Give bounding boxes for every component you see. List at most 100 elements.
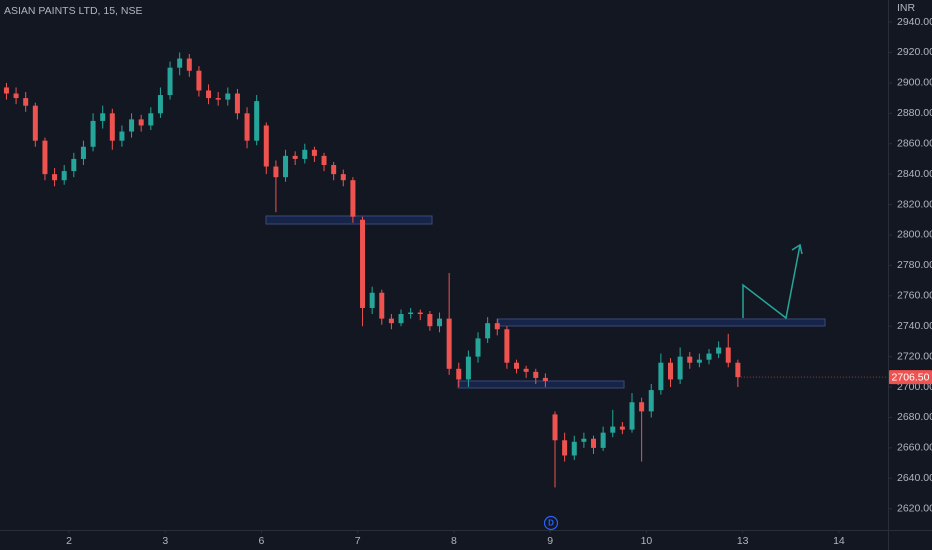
candle-body <box>225 93 231 100</box>
y-tick-label: 2820.00 <box>897 198 932 210</box>
y-axis-label: INR <box>897 2 916 14</box>
candle-body <box>42 140 48 175</box>
x-tick-label: 6 <box>259 535 265 547</box>
candle-body <box>465 356 471 380</box>
candle-body <box>542 377 548 381</box>
candle-body <box>687 356 693 363</box>
candle-body <box>119 131 125 141</box>
candle-body <box>677 356 683 380</box>
candle-body <box>398 314 404 324</box>
candle-body <box>379 292 385 319</box>
candle-body <box>581 438 587 442</box>
candle-body <box>562 440 568 456</box>
candle-body <box>716 347 722 354</box>
y-tick-label: 2900.00 <box>897 77 932 89</box>
candle-body <box>167 67 173 96</box>
candle-body <box>244 113 250 141</box>
y-tick-label: 2620.00 <box>897 502 932 514</box>
last-price-label: 2706.50 <box>892 371 930 383</box>
y-tick-label: 2740.00 <box>897 320 932 332</box>
y-tick-label: 2680.00 <box>897 411 932 423</box>
candle-body <box>552 414 558 441</box>
y-tick-label: 2720.00 <box>897 350 932 362</box>
y-tick-label: 2640.00 <box>897 472 932 484</box>
candle-body <box>437 318 443 327</box>
candle-body <box>350 180 356 217</box>
candle-body <box>321 155 327 166</box>
candle-body <box>591 438 597 448</box>
candle-body <box>234 93 240 114</box>
candle-body <box>417 312 423 315</box>
y-tick-label: 2660.00 <box>897 442 932 454</box>
candle-body <box>667 362 673 380</box>
x-tick-label: 3 <box>162 535 168 547</box>
candle-body <box>206 90 212 99</box>
candle-body <box>23 98 29 106</box>
candle-body <box>369 292 375 308</box>
candle-body <box>533 371 539 378</box>
candle-body <box>302 149 308 159</box>
candle-body <box>283 155 289 178</box>
y-tick-label: 2920.00 <box>897 46 932 58</box>
candle-body <box>177 58 183 68</box>
candle-body <box>129 119 135 132</box>
candle-body <box>571 441 577 456</box>
candle-body <box>186 58 192 71</box>
dividend-marker[interactable] <box>543 515 559 531</box>
zone-box[interactable] <box>497 318 826 327</box>
candle-body <box>456 368 462 380</box>
x-tick-label: 14 <box>833 535 845 547</box>
candle-body <box>148 113 154 126</box>
candle-body <box>157 95 163 114</box>
candle-body <box>331 165 337 175</box>
candle-body <box>90 120 96 147</box>
candle-body <box>600 432 606 448</box>
y-tick-label: 2880.00 <box>897 107 932 119</box>
candle-body <box>639 402 645 412</box>
candle-body <box>311 149 317 156</box>
candle-body <box>80 146 86 159</box>
candle-body <box>735 362 741 378</box>
candle-body <box>71 158 77 172</box>
candle-body <box>427 314 433 327</box>
last-price-tag <box>889 370 932 385</box>
candle-body <box>340 174 346 181</box>
candle-body <box>706 353 712 360</box>
candle-body <box>13 93 19 99</box>
candle-body <box>61 171 67 181</box>
y-tick-label: 2760.00 <box>897 290 932 302</box>
candle-body <box>215 98 221 100</box>
zone-box[interactable] <box>457 380 625 389</box>
zone-box[interactable] <box>265 215 433 225</box>
candle-body <box>514 362 520 369</box>
y-tick-label: 2840.00 <box>897 168 932 180</box>
candle-body <box>138 119 144 126</box>
candle-body <box>648 390 654 412</box>
candle-body <box>475 338 481 357</box>
x-tick-label: 8 <box>451 535 457 547</box>
candle-body <box>408 312 414 315</box>
candle-body <box>263 125 269 167</box>
candle-body <box>109 113 115 141</box>
y-tick-label: 2940.00 <box>897 16 932 28</box>
candle-body <box>504 329 510 363</box>
candle-body <box>629 402 635 430</box>
x-tick-label: 7 <box>355 535 361 547</box>
candle-body <box>52 174 58 181</box>
x-tick-label: 9 <box>547 535 553 547</box>
candle-body <box>32 105 38 141</box>
candle-body <box>658 362 664 391</box>
candle-body <box>360 219 366 308</box>
y-tick-label: 2800.00 <box>897 229 932 241</box>
candle-body <box>254 101 260 141</box>
candle-body <box>100 113 106 121</box>
y-tick-label: 2780.00 <box>897 259 932 271</box>
candle-body <box>292 155 298 159</box>
projection-arrow[interactable] <box>742 244 801 320</box>
plot <box>3 52 888 488</box>
chart-title: ASIAN PAINTS LTD, 15, NSE <box>4 5 142 17</box>
arrow-head <box>791 243 803 255</box>
candle-body <box>485 323 491 339</box>
